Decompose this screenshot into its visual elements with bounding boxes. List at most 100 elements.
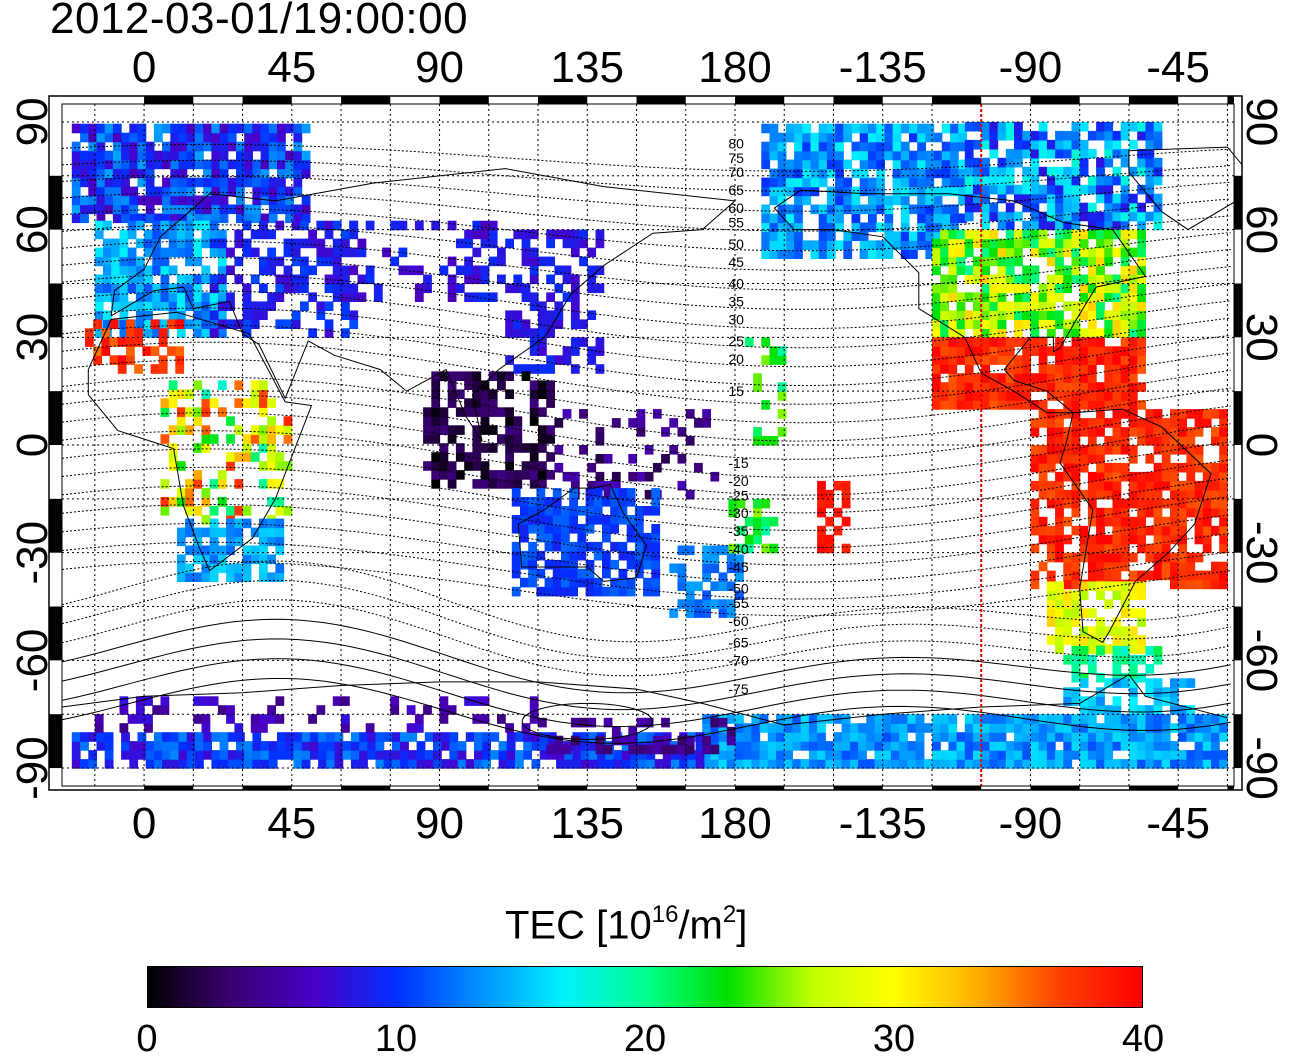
tec-cell (1055, 599, 1064, 609)
tec-cell (800, 759, 810, 769)
tec-cell (1219, 579, 1228, 590)
lon-tick-label-top: 135 (551, 43, 624, 92)
tec-cell (1063, 382, 1073, 392)
magnetic-latitude-contour (61, 618, 1231, 694)
tec-cell (488, 407, 498, 417)
tec-cell (1137, 148, 1146, 159)
tec-cell (162, 141, 171, 152)
tec-cell (973, 741, 982, 751)
lon-tick-label-bottom: 45 (267, 799, 316, 848)
tec-cell (1071, 409, 1081, 419)
tec-cell (529, 292, 539, 302)
tec-cell (1112, 480, 1122, 491)
tec-cell (825, 714, 835, 724)
tec-cell (217, 497, 227, 507)
tec-cell (162, 123, 171, 134)
tec-cell (818, 204, 828, 215)
tec-cell (176, 274, 186, 285)
tec-cell (940, 732, 949, 742)
tec-cell (718, 759, 728, 769)
tec-cell (580, 732, 590, 742)
tec-cell (193, 256, 203, 267)
tec-cell (170, 123, 180, 134)
tec-cell (884, 195, 894, 206)
tec-cell (932, 256, 941, 267)
tec-cell (941, 222, 951, 233)
tec-cell (1186, 750, 1196, 760)
tec-cell (644, 744, 654, 755)
tec-cell (602, 532, 611, 543)
tec-cell (1030, 139, 1040, 150)
tec-cell (634, 532, 644, 543)
tec-cell (193, 479, 203, 489)
tec-cell (505, 723, 514, 733)
tec-cell (933, 204, 943, 215)
tec-cell (956, 229, 966, 240)
tec-cell (554, 319, 564, 329)
tec-cell (769, 168, 779, 179)
tec-cell (818, 240, 828, 250)
tec-cell (217, 563, 227, 574)
tec-cell (677, 563, 687, 574)
tec-cell (907, 714, 917, 724)
tec-cell (570, 337, 580, 347)
tec-cell (1112, 346, 1122, 356)
tec-cell (1096, 561, 1105, 572)
tec-cell (1096, 626, 1105, 636)
tec-cell (367, 750, 377, 760)
tec-cell (1104, 723, 1114, 733)
tec-cell (1087, 655, 1097, 665)
tec-cell (602, 559, 611, 570)
tec-cell (1096, 552, 1105, 563)
tec-cell (547, 750, 557, 760)
tec-cell (825, 534, 835, 545)
tec-cell (301, 150, 311, 161)
tec-cell (710, 554, 720, 565)
tec-cell (244, 741, 253, 751)
tec-cell (160, 256, 170, 267)
tec-cell (1046, 617, 1056, 627)
tec-cell (956, 732, 966, 742)
tec-cell (267, 301, 276, 311)
tec-cell (1219, 723, 1228, 733)
tec-cell (529, 229, 539, 240)
tec-cell (1170, 759, 1179, 769)
tec-cell (511, 559, 521, 570)
tec-cell (851, 141, 861, 152)
tec-cell (1112, 220, 1122, 231)
tec-cell (1128, 310, 1138, 320)
tec-cell (531, 741, 541, 751)
tec-cell (876, 168, 885, 179)
tec-cell (1046, 543, 1056, 554)
tec-cell (1087, 741, 1097, 751)
tec-cell (332, 247, 342, 258)
tec-cell (1079, 202, 1089, 213)
tec-cell (186, 750, 196, 760)
tec-cell (948, 319, 958, 329)
tec-cell (153, 186, 163, 197)
coastline-layer (61, 146, 1242, 726)
lon-tick-label-top: 90 (415, 43, 464, 92)
tec-cell (580, 759, 590, 769)
tec-cell (1087, 184, 1097, 195)
tec-cell (777, 168, 787, 179)
tec-cell (1145, 723, 1155, 733)
tec-cell (219, 204, 229, 215)
tec-cell (932, 319, 941, 329)
tec-cell (940, 337, 949, 347)
tec-cell (252, 741, 262, 751)
tec-cell (794, 195, 803, 206)
tec-cell (1087, 561, 1097, 572)
tec-cell (1128, 696, 1138, 706)
tec-cell (1030, 427, 1040, 437)
tec-cell (866, 759, 876, 769)
tec-cell (268, 141, 278, 152)
tec-cell (769, 222, 779, 233)
tec-cell (316, 256, 326, 267)
tec-cell (242, 301, 252, 311)
tec-cell (577, 550, 587, 561)
tec-cell (554, 310, 564, 320)
tec-cell (552, 559, 562, 570)
tec-cell (552, 577, 562, 588)
tec-cell (170, 177, 180, 188)
